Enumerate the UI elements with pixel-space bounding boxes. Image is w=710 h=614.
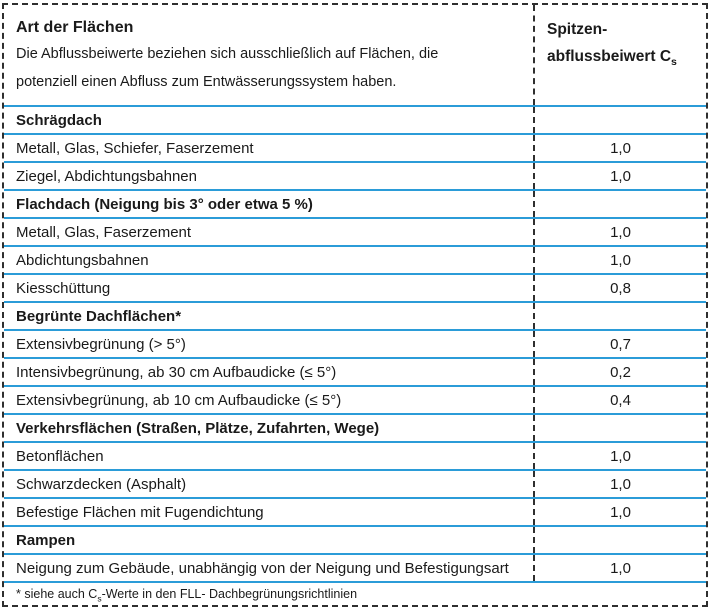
table-header-row: Art der Flächen Die Abflussbeiwerte bezi… (4, 5, 706, 105)
row-value (533, 527, 706, 553)
row-label: Kiesschüttung (16, 279, 111, 297)
row-label: Flachdach (Neigung bis 3° oder etwa 5 %) (16, 195, 313, 213)
row-label: Intensivbegrünung, ab 30 cm Aufbaudicke … (16, 363, 337, 381)
row-value: 0,4 (533, 387, 706, 413)
row-value: 1,0 (533, 163, 706, 189)
footnote-text: * siehe auch Cs-Werte in den FLL- Dachbe… (16, 587, 358, 604)
table-title: Art der Flächen (16, 19, 134, 36)
row-value (533, 107, 706, 133)
table-row: Abdichtungsbahnen 1,0 (4, 245, 706, 273)
section-header-row: Verkehrsflächen (Straßen, Plätze, Zufahr… (4, 413, 706, 441)
row-value: 0,7 (533, 331, 706, 357)
row-label: Betonflächen (16, 447, 104, 465)
row-value: 1,0 (533, 443, 706, 469)
table-row: Kiesschüttung 0,8 (4, 273, 706, 301)
table-row: Ziegel, Abdichtungsbahnen 1,0 (4, 161, 706, 189)
row-value: 1,0 (533, 555, 706, 581)
section-header-row: Rampen (4, 525, 706, 553)
row-value: 1,0 (533, 219, 706, 245)
row-label: Metall, Glas, Faserzement (16, 223, 192, 241)
row-label: Metall, Glas, Schiefer, Faserzement (16, 139, 254, 157)
table-description-line1: Die Abflussbeiwerte beziehen sich aussch… (16, 46, 439, 62)
coefficient-header-line1: Spitzen- (547, 21, 608, 38)
row-value: 0,2 (533, 359, 706, 385)
table-footnote: * siehe auch Cs-Werte in den FLL- Dachbe… (4, 581, 706, 605)
row-label: Neigung zum Gebäude, unabhängig von der … (16, 559, 509, 577)
header-cell-area-type: Art der Flächen Die Abflussbeiwerte bezi… (4, 5, 533, 105)
section-header-row: Flachdach (Neigung bis 3° oder etwa 5 %) (4, 189, 706, 217)
row-label: Extensivbegrünung (> 5°) (16, 335, 186, 353)
row-label: Befestige Flächen mit Fugendichtung (16, 503, 264, 521)
row-value: 1,0 (533, 471, 706, 497)
header-cell-coefficient: Spitzen- abflussbeiwert Cs (533, 5, 706, 105)
table-body: Schrägdach Metall, Glas, Schiefer, Faserz… (4, 105, 706, 581)
row-label: Schwarzdecken (Asphalt) (16, 475, 187, 493)
row-label: Ziegel, Abdichtungsbahnen (16, 167, 197, 185)
row-value: 1,0 (533, 135, 706, 161)
table-row: Metall, Glas, Schiefer, Faserzement 1,0 (4, 133, 706, 161)
row-label: Extensivbegrünung, ab 10 cm Aufbaudicke … (16, 391, 342, 409)
row-value (533, 415, 706, 441)
table-row: Neigung zum Gebäude, unabhängig von der … (4, 553, 706, 581)
coefficient-header-line2: abflussbeiwert Cs (547, 48, 677, 69)
row-value (533, 191, 706, 217)
section-header-row: Schrägdach (4, 105, 706, 133)
row-label: Verkehrsflächen (Straßen, Plätze, Zufahr… (16, 419, 380, 437)
table-row: Extensivbegrünung (> 5°) 0,7 (4, 329, 706, 357)
row-label: Abdichtungsbahnen (16, 251, 149, 269)
row-value: 0,8 (533, 275, 706, 301)
runoff-coefficient-table: Art der Flächen Die Abflussbeiwerte bezi… (2, 3, 708, 607)
row-label: Schrägdach (16, 111, 102, 129)
table-row: Metall, Glas, Faserzement 1,0 (4, 217, 706, 245)
table-row: Befestige Flächen mit Fugendichtung 1,0 (4, 497, 706, 525)
row-label: Rampen (16, 531, 76, 549)
row-value: 1,0 (533, 247, 706, 273)
row-value: 1,0 (533, 499, 706, 525)
section-header-row: Begrünte Dachflächen* (4, 301, 706, 329)
table-row: Schwarzdecken (Asphalt) 1,0 (4, 469, 706, 497)
coefficient-subscript: s (671, 56, 677, 69)
row-value (533, 303, 706, 329)
table-row: Extensivbegrünung, ab 10 cm Aufbaudicke … (4, 385, 706, 413)
table-row: Betonflächen 1,0 (4, 441, 706, 469)
table-description-line2: potenziell einen Abfluss zum Entwässerun… (16, 73, 397, 90)
row-label: Begrünte Dachflächen* (16, 307, 182, 325)
table-row: Intensivbegrünung, ab 30 cm Aufbaudicke … (4, 357, 706, 385)
footnote-subscript: s (97, 593, 102, 604)
